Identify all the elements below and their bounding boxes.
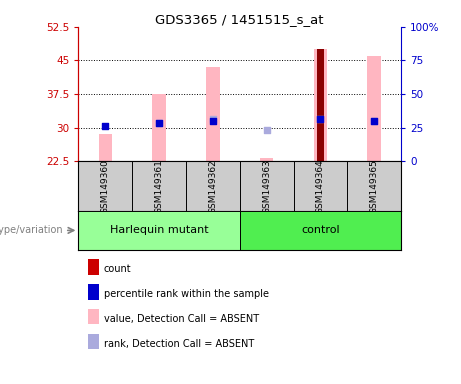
Text: GSM149363: GSM149363 [262, 159, 271, 214]
Text: count: count [104, 264, 131, 274]
Point [155, 120, 163, 126]
Bar [152, 94, 166, 161]
Point [263, 127, 270, 133]
Text: control: control [301, 225, 340, 235]
Point [371, 118, 378, 124]
Text: Harlequin mutant: Harlequin mutant [110, 225, 208, 235]
Point [101, 123, 109, 129]
Text: value, Detection Call = ABSENT: value, Detection Call = ABSENT [104, 314, 259, 324]
Bar [78, 211, 240, 250]
Bar [99, 134, 112, 161]
Text: genotype/variation: genotype/variation [0, 225, 63, 235]
Bar [317, 49, 324, 161]
Bar [367, 56, 381, 161]
Text: rank, Detection Call = ABSENT: rank, Detection Call = ABSENT [104, 339, 254, 349]
Text: GSM149360: GSM149360 [101, 159, 110, 214]
Text: percentile rank within the sample: percentile rank within the sample [104, 289, 269, 299]
Bar [260, 158, 273, 161]
Bar [313, 49, 327, 161]
Point [155, 120, 163, 126]
Bar [206, 67, 219, 161]
Text: GSM149365: GSM149365 [370, 159, 378, 214]
Point [317, 116, 324, 122]
Title: GDS3365 / 1451515_s_at: GDS3365 / 1451515_s_at [155, 13, 324, 26]
Point [209, 118, 217, 124]
Text: GSM149364: GSM149364 [316, 159, 325, 214]
Point [317, 116, 324, 122]
Text: GSM149362: GSM149362 [208, 159, 217, 214]
Point [371, 118, 378, 124]
Point [209, 116, 217, 122]
Bar [240, 211, 401, 250]
Text: GSM149361: GSM149361 [154, 159, 164, 214]
